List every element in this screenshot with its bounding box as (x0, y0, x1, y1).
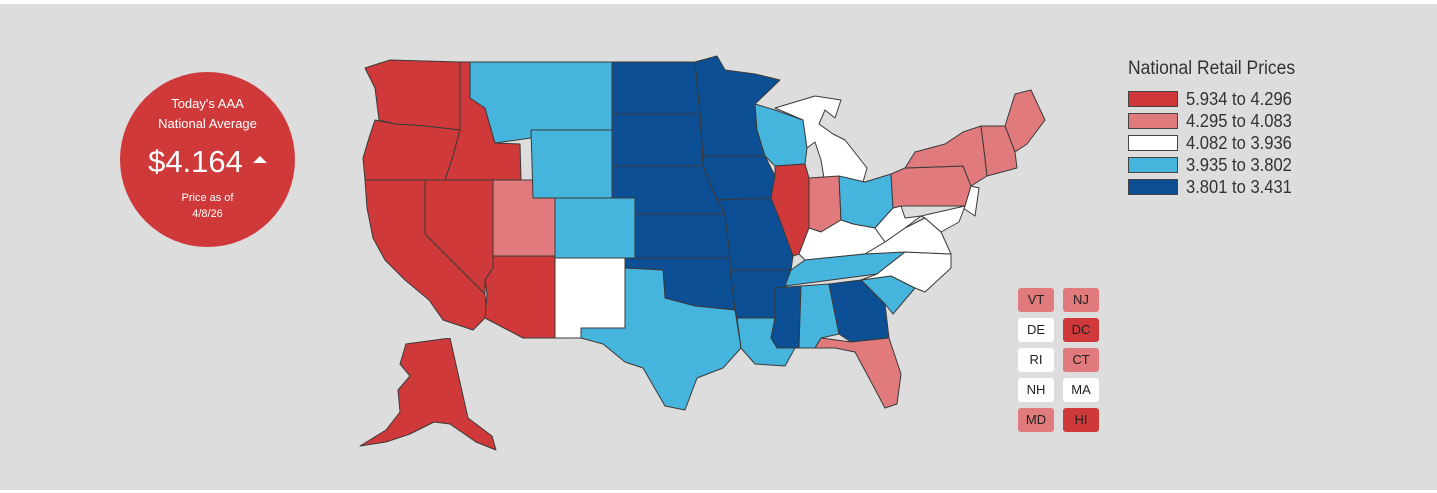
state-nd[interactable] (611, 61, 701, 115)
state-tx[interactable] (580, 267, 742, 411)
alaska-hawaii-svg (359, 338, 497, 451)
legend: National Retail Prices 5.934 to 4.296 4.… (1128, 58, 1310, 198)
state-il[interactable] (770, 163, 810, 257)
legend-item: 3.935 to 3.802 (1128, 154, 1310, 176)
small-state-ri[interactable]: RI (1018, 348, 1054, 372)
national-average-badge: Today's AAA National Average $4.164 Pric… (120, 72, 295, 247)
national-average-price: $4.164 (120, 144, 295, 180)
price-as-of-label: Price as of (181, 192, 234, 204)
legend-item: 3.801 to 3.431 (1128, 176, 1310, 198)
small-state-de[interactable]: DE (1018, 318, 1054, 342)
legend-label: 5.934 to 4.296 (1186, 88, 1292, 109)
state-ms[interactable] (770, 285, 802, 349)
state-md[interactable] (920, 205, 966, 233)
trend-up-icon (252, 156, 267, 164)
small-state-ct[interactable]: CT (1063, 348, 1099, 372)
state-or[interactable] (362, 119, 461, 181)
state-nj[interactable] (962, 185, 980, 217)
small-state-vt[interactable]: VT (1018, 288, 1054, 312)
legend-swatch (1128, 113, 1178, 129)
legend-label: 4.295 to 4.083 (1186, 110, 1292, 131)
small-state-nj[interactable]: NJ (1063, 288, 1099, 312)
legend-label: 3.801 to 3.431 (1186, 176, 1292, 197)
state-mi[interactable] (774, 95, 868, 185)
small-state-dc[interactable]: DC (1063, 318, 1099, 342)
legend-swatch (1128, 91, 1178, 107)
us-map-svg (362, 55, 1046, 411)
legend-item: 4.082 to 3.936 (1128, 132, 1310, 154)
price-value: $4.164 (148, 144, 243, 179)
state-ks[interactable] (634, 213, 731, 259)
state-wa[interactable] (364, 59, 461, 131)
state-ia[interactable] (702, 155, 776, 201)
small-state-hi[interactable]: HI (1063, 408, 1099, 432)
us-price-map (345, 48, 1065, 458)
state-nm[interactable] (554, 257, 626, 339)
state-pa[interactable] (890, 165, 972, 209)
state-az[interactable] (484, 255, 556, 339)
state-co[interactable] (554, 197, 636, 259)
badge-title-line2: National Average (158, 116, 257, 131)
price-as-of-date: 4/8/26 (192, 208, 223, 220)
legend-label: 3.935 to 3.802 (1186, 154, 1292, 175)
legend-item: 5.934 to 4.296 (1128, 88, 1310, 110)
small-state-md[interactable]: MD (1018, 408, 1054, 432)
legend-title: National Retail Prices (1128, 58, 1296, 79)
map-panel: Today's AAA National Average $4.164 Pric… (0, 4, 1437, 490)
legend-swatch (1128, 179, 1178, 195)
state-vt-nh-ma[interactable] (980, 125, 1018, 177)
state-wy[interactable] (530, 129, 613, 199)
state-sd[interactable] (611, 113, 704, 167)
state-fl[interactable] (814, 337, 902, 409)
legend-swatch (1128, 135, 1178, 151)
small-state-nh[interactable]: NH (1018, 378, 1054, 402)
legend-swatch (1128, 157, 1178, 173)
state-ak[interactable] (359, 338, 497, 451)
legend-item: 4.295 to 4.083 (1128, 110, 1310, 132)
badge-title-line1: Today's AAA (171, 96, 244, 111)
small-state-ma[interactable]: MA (1063, 378, 1099, 402)
legend-label: 4.082 to 3.936 (1186, 132, 1292, 153)
